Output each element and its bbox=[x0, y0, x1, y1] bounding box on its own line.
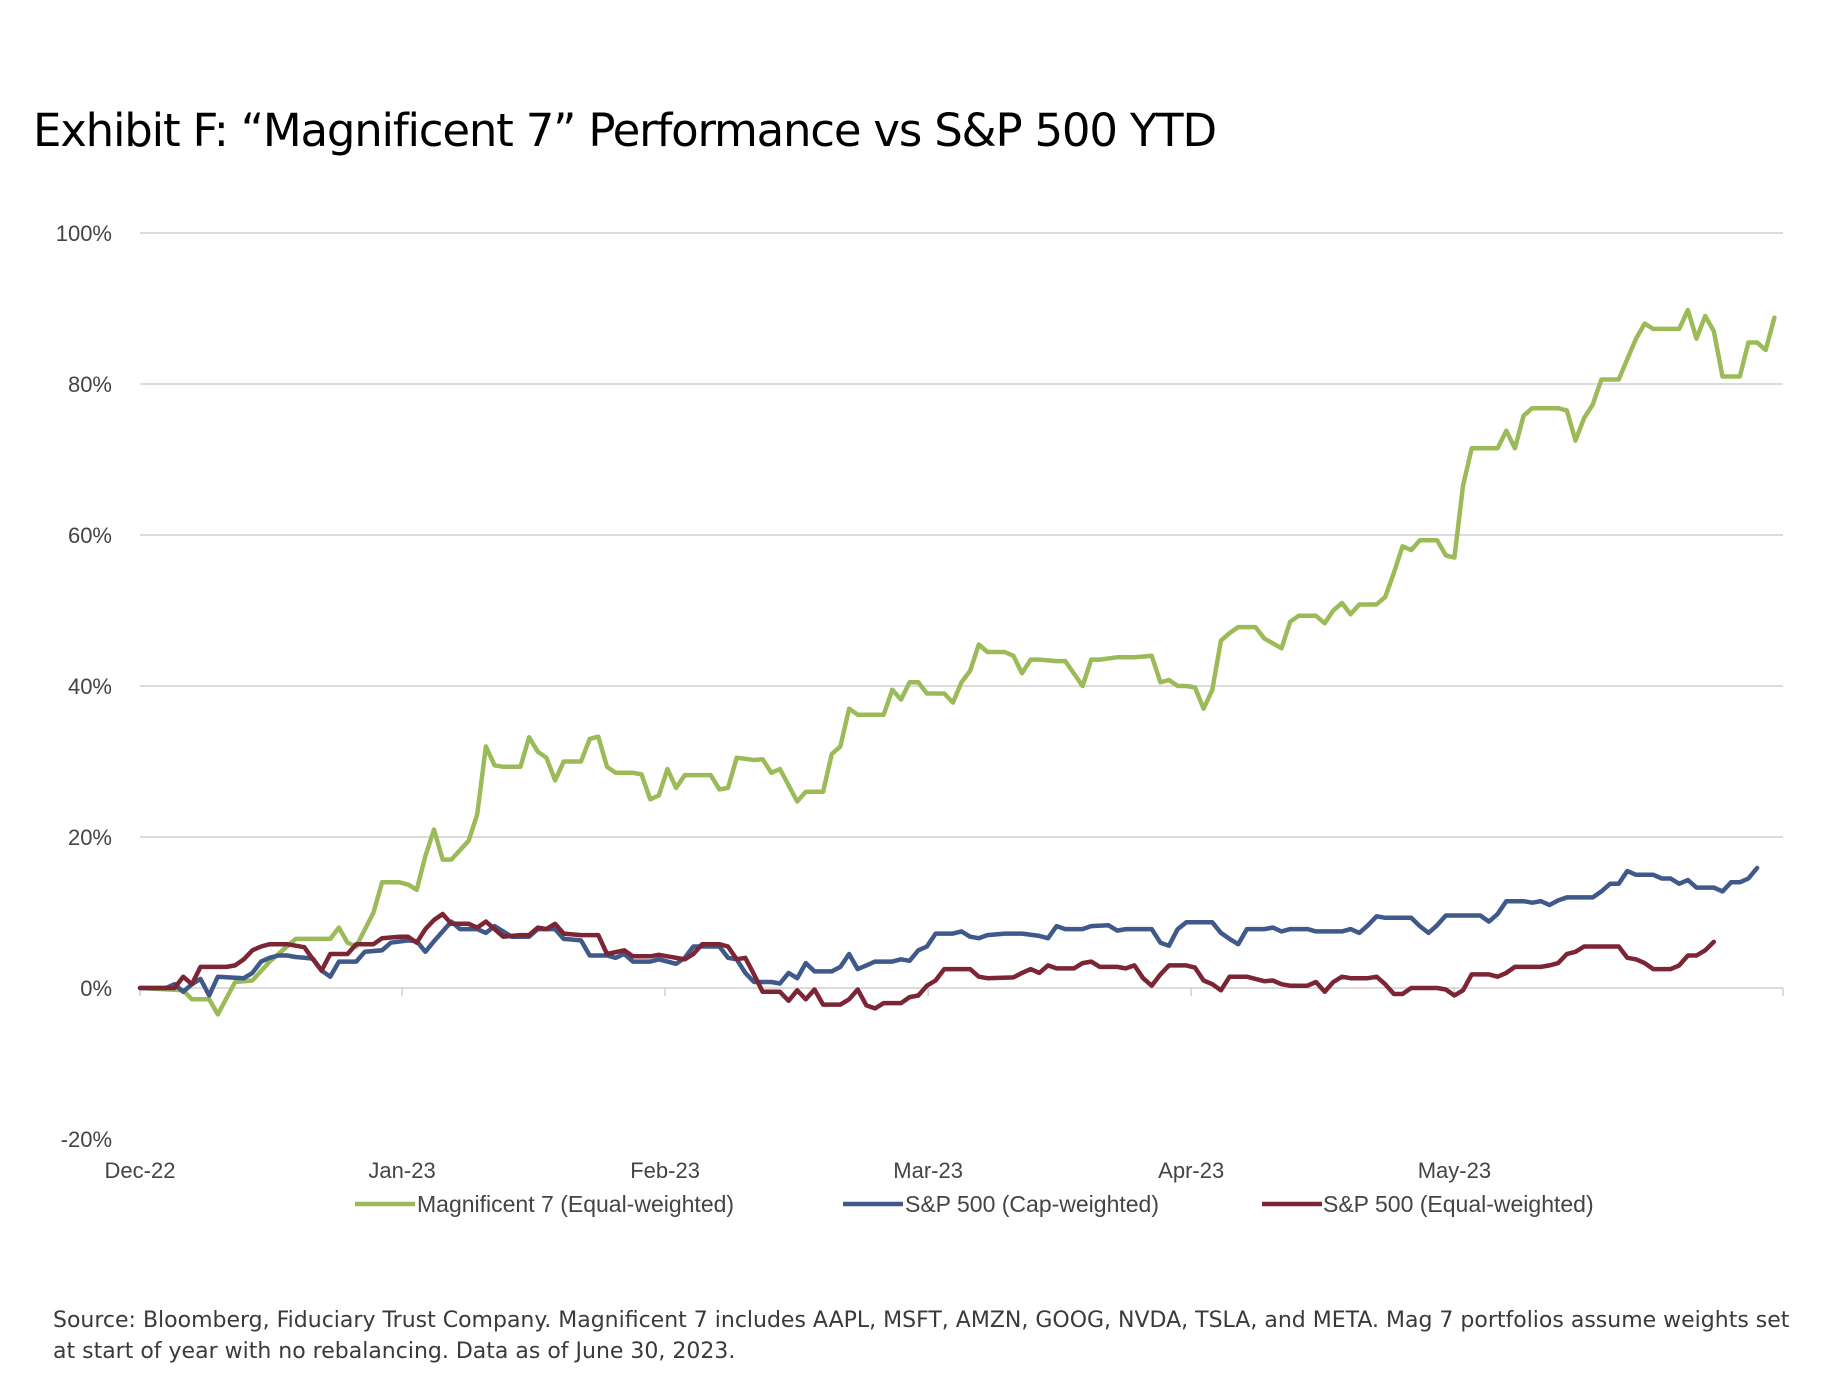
y-tick-label: 0% bbox=[80, 976, 112, 1001]
gridlines bbox=[140, 232, 1783, 838]
series-line-3 bbox=[137, 911, 1717, 1011]
source-note: Source: Bloomberg, Fiduciary Trust Compa… bbox=[53, 1308, 1790, 1364]
axes: -20% 0% 20% 40% 60% 80% 100% Dec-22 Jan-23 Feb-23… bbox=[56, 221, 1784, 1183]
y-tick-label: 60% bbox=[68, 523, 112, 548]
y-tick-label: 40% bbox=[68, 674, 112, 699]
series-line-1 bbox=[137, 307, 1777, 1017]
x-tick-label: Jan-23 bbox=[368, 1158, 435, 1183]
legend: Magnificent 7 (Equal-weighted) S&P 500 (C… bbox=[355, 1191, 1594, 1217]
x-tick-label: Feb-23 bbox=[630, 1158, 700, 1183]
x-tick-label: Dec-22 bbox=[105, 1158, 176, 1183]
series-lines bbox=[137, 307, 1777, 1017]
line-chart: -20% 0% 20% 40% 60% 80% 100% Dec-22 Jan-23 Feb-23… bbox=[56, 221, 1784, 1217]
series-line-2 bbox=[137, 865, 1760, 998]
y-tick-label: -20% bbox=[61, 1127, 112, 1152]
legend-label: S&P 500 (Cap-weighted) bbox=[905, 1191, 1159, 1217]
y-tick-label: 20% bbox=[68, 825, 112, 850]
page-title: Exhibit F: “Magnificent 7” Performance v… bbox=[33, 104, 1217, 157]
x-tick-label: May-23 bbox=[1418, 1158, 1491, 1183]
legend-label: S&P 500 (Equal-weighted) bbox=[1323, 1191, 1594, 1217]
x-tick-label: Apr-23 bbox=[1158, 1158, 1224, 1183]
y-tick-label: 80% bbox=[68, 372, 112, 397]
y-tick-label: 100% bbox=[56, 221, 112, 246]
x-tick-label: Mar-23 bbox=[893, 1158, 963, 1183]
legend-label: Magnificent 7 (Equal-weighted) bbox=[417, 1191, 734, 1217]
